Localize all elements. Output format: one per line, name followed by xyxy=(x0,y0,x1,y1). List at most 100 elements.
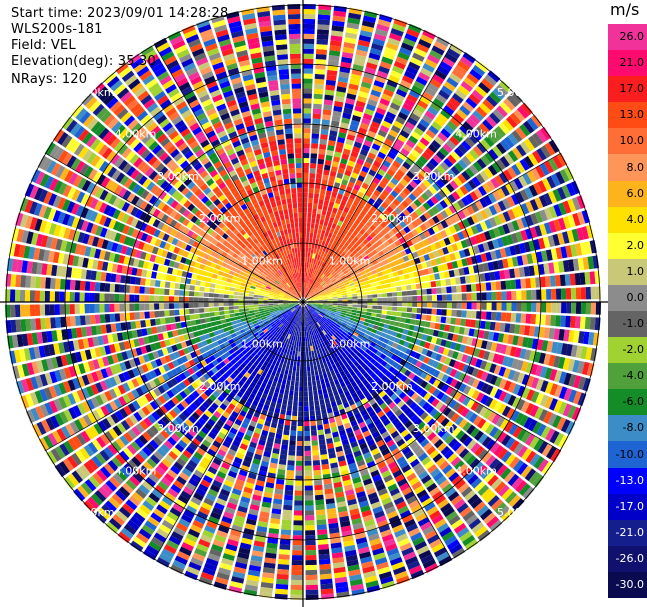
velocity-gate xyxy=(408,89,421,99)
velocity-gate xyxy=(324,356,330,363)
velocity-gate xyxy=(393,566,407,576)
velocity-gate xyxy=(357,546,370,555)
velocity-gate xyxy=(196,543,209,553)
velocity-gate xyxy=(401,312,407,318)
velocity-gate xyxy=(313,324,317,330)
velocity-gate xyxy=(233,327,240,333)
velocity-gate xyxy=(331,328,337,334)
velocity-gate xyxy=(292,308,296,313)
velocity-gate xyxy=(109,476,121,489)
velocity-gate xyxy=(382,293,388,298)
velocity-gate xyxy=(135,347,143,356)
velocity-gate xyxy=(526,117,539,131)
velocity-gate xyxy=(214,398,222,407)
velocity-gate xyxy=(211,374,219,382)
velocity-gate xyxy=(328,522,339,529)
velocity-gate xyxy=(319,563,332,570)
velocity-gate xyxy=(585,286,592,300)
velocity-gate xyxy=(427,534,440,545)
velocity-gate xyxy=(277,564,290,570)
velocity-gate xyxy=(268,390,274,397)
velocity-gate xyxy=(377,151,387,160)
velocity-gate xyxy=(288,304,294,307)
velocity-gate xyxy=(267,325,273,331)
velocity-gate xyxy=(385,456,395,465)
velocity-gate xyxy=(309,355,313,362)
velocity-gate xyxy=(452,201,462,212)
velocity-gate xyxy=(411,85,423,95)
velocity-gate xyxy=(501,509,514,522)
velocity-gate xyxy=(427,227,436,236)
velocity-gate xyxy=(327,297,333,300)
velocity-gate xyxy=(247,408,255,416)
velocity-gate xyxy=(193,451,203,461)
velocity-gate xyxy=(142,461,154,472)
velocity-gate xyxy=(422,179,432,188)
velocity-gate xyxy=(313,233,317,239)
velocity-gate xyxy=(161,548,175,559)
velocity-gate xyxy=(317,297,323,300)
velocity-gate xyxy=(347,306,353,310)
velocity-gate xyxy=(185,482,197,492)
velocity-gate xyxy=(343,247,350,254)
velocity-gate xyxy=(376,379,384,387)
velocity-gate xyxy=(516,398,526,411)
velocity-gate xyxy=(273,376,279,383)
velocity-gate xyxy=(440,364,449,373)
velocity-gate xyxy=(112,425,123,437)
velocity-gate xyxy=(406,183,415,193)
velocity-gate xyxy=(312,208,317,214)
velocity-gate xyxy=(380,360,388,367)
velocity-gate xyxy=(424,460,435,470)
velocity-gate xyxy=(468,246,476,256)
velocity-gate xyxy=(315,308,321,312)
velocity-gate xyxy=(297,316,300,322)
velocity-gate xyxy=(351,445,360,453)
velocity-gate xyxy=(285,384,290,391)
velocity-gate xyxy=(326,508,337,515)
velocity-gate xyxy=(495,343,503,353)
velocity-gate xyxy=(266,395,273,402)
velocity-gate xyxy=(528,325,536,337)
velocity-gate xyxy=(304,306,307,312)
velocity-gate xyxy=(364,280,370,285)
velocity-gate xyxy=(495,84,509,97)
velocity-gate xyxy=(279,413,286,420)
velocity-gate xyxy=(583,331,590,345)
velocity-gate xyxy=(440,339,447,347)
velocity-gate xyxy=(312,335,316,341)
velocity-gate xyxy=(284,424,291,431)
velocity-gate xyxy=(202,529,215,539)
velocity-gate xyxy=(301,311,303,317)
velocity-gate xyxy=(430,195,439,205)
velocity-gate xyxy=(303,157,310,164)
velocity-gate xyxy=(205,470,216,480)
velocity-gate xyxy=(390,242,398,250)
velocity-gate xyxy=(493,364,502,375)
velocity-gate xyxy=(171,396,180,406)
velocity-gate xyxy=(243,455,253,463)
velocity-gate xyxy=(560,419,571,433)
velocity-gate xyxy=(362,113,373,121)
velocity-gate xyxy=(307,315,311,321)
velocity-gate xyxy=(93,423,104,435)
velocity-gate xyxy=(388,552,401,561)
velocity-gate xyxy=(329,457,338,464)
velocity-gate xyxy=(218,375,226,383)
velocity-gate xyxy=(388,413,397,422)
velocity-gate xyxy=(428,367,436,376)
velocity-gate xyxy=(360,25,374,33)
velocity-gate xyxy=(559,274,566,287)
velocity-gate xyxy=(346,410,354,418)
velocity-gate xyxy=(312,303,318,305)
velocity-gate xyxy=(216,356,223,364)
velocity-gate xyxy=(353,236,359,243)
velocity-gate xyxy=(322,276,328,281)
velocity-gate xyxy=(231,576,245,584)
velocity-gate xyxy=(357,323,364,328)
velocity-gate xyxy=(397,412,407,421)
velocity-gate xyxy=(402,302,408,307)
velocity-gate xyxy=(288,450,296,456)
velocity-gate xyxy=(240,355,247,362)
velocity-gate xyxy=(290,319,294,325)
